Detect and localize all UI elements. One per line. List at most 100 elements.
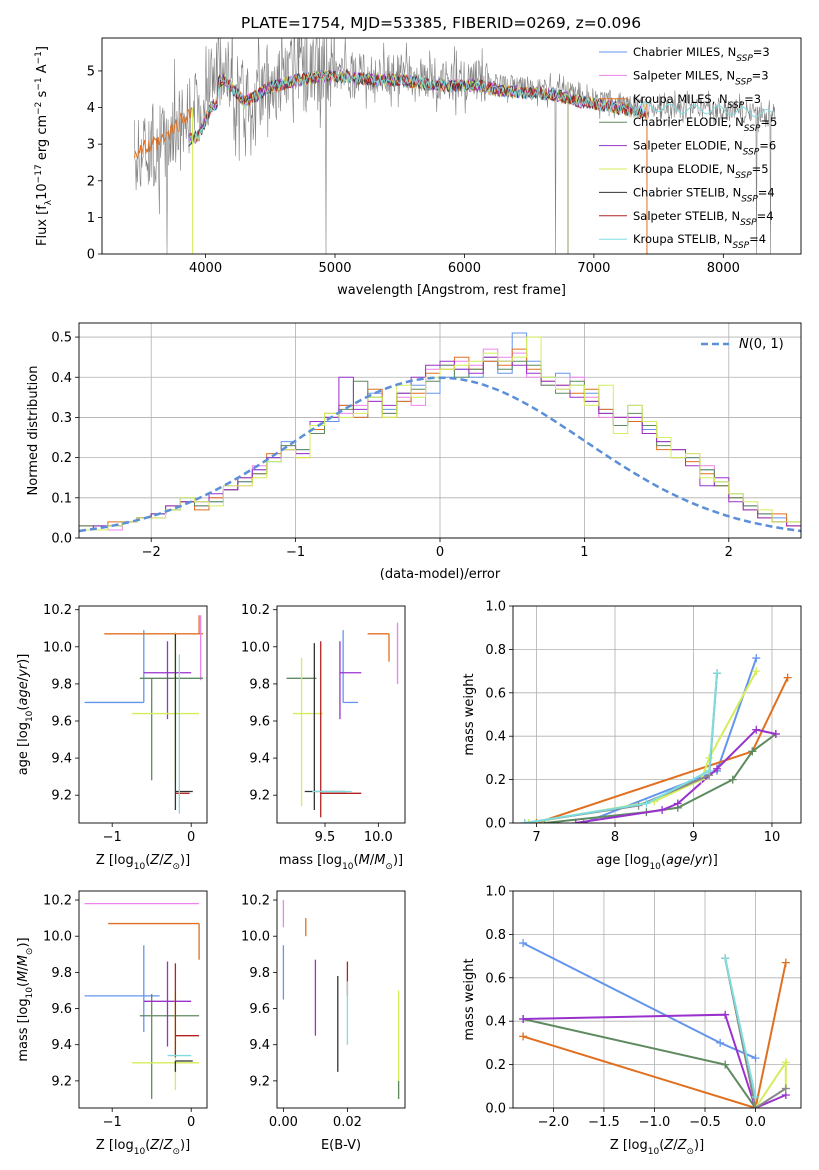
weight-marker xyxy=(751,1054,760,1063)
y-tick-label: 1.0 xyxy=(485,600,506,615)
weight-marker xyxy=(752,725,761,734)
y-tick-label: 9.2 xyxy=(51,1074,72,1089)
x-tick-label: 8 xyxy=(611,830,619,845)
weight-marker xyxy=(524,819,533,823)
x-tick-label: −1 xyxy=(103,1115,122,1130)
weight-marker xyxy=(781,958,790,967)
axes-frame xyxy=(276,890,406,1109)
y-tick-label: 10.2 xyxy=(241,603,270,618)
y-tick-label: 0.5 xyxy=(51,331,72,346)
x-tick-label: 9.5 xyxy=(315,830,336,845)
gaussian-curve xyxy=(79,376,801,533)
z-vs-mass-plot xyxy=(84,903,200,1099)
x-tick-label: 2 xyxy=(725,545,733,560)
x-tick-label: −0.5 xyxy=(689,1115,721,1130)
weight-line xyxy=(524,673,718,823)
weight-marker xyxy=(721,1010,730,1019)
y-axis-label: age [log10(age/yr)] xyxy=(16,654,35,776)
x-tick-label: 0.0 xyxy=(745,1115,766,1130)
weight-marker xyxy=(716,1038,725,1047)
y-tick-label: 9.4 xyxy=(249,752,270,767)
x-tick-label: 5000 xyxy=(318,261,351,276)
legend-label: Salpeter STELIB, NSSP=4 xyxy=(633,209,774,228)
y-tick-label: 9.8 xyxy=(249,677,270,692)
x-axis-label: mass [log10(M/M⊙)] xyxy=(279,853,403,872)
observed-spectrum xyxy=(134,38,776,254)
y-tick-label: 10.0 xyxy=(241,640,270,655)
y-axis-label: Flux [fλ10−17 erg cm−2 s−1 A−1] xyxy=(34,46,54,246)
residuals-plot xyxy=(79,332,801,533)
y-tick-label: 9.8 xyxy=(51,966,72,981)
legend-label: Chabrier MILES, NSSP=3 xyxy=(633,45,770,64)
x-axis-label: Z [log10(Z/Z⊙)] xyxy=(96,853,190,872)
weight-line xyxy=(575,728,777,823)
z-vs-weight-plot xyxy=(519,939,790,1108)
legend-label: Kroupa MILES, NSSP=3 xyxy=(633,92,761,111)
y-tick-label: 9.4 xyxy=(51,1038,72,1053)
weight-marker xyxy=(705,766,714,775)
weight-marker xyxy=(781,1084,790,1093)
weight-line xyxy=(536,677,789,823)
y-tick-label: 9.6 xyxy=(51,714,72,729)
weight-marker xyxy=(642,799,651,808)
axes-frame xyxy=(101,37,802,255)
x-tick-label: −2 xyxy=(142,545,161,560)
y-tick-label: 0.6 xyxy=(485,686,506,701)
y-tick-label: 9.4 xyxy=(51,752,72,767)
x-tick-label: 7000 xyxy=(577,261,610,276)
ebv-vs-mass-plot xyxy=(282,900,400,1099)
z-vs-age-plot xyxy=(84,615,204,814)
y-tick-label: 10.0 xyxy=(43,930,72,945)
weight-marker xyxy=(519,1015,528,1024)
mass-vs-age-plot xyxy=(286,622,399,818)
legend-label: Chabrier STELIB, NSSP=4 xyxy=(633,185,775,204)
y-tick-label: 10.0 xyxy=(241,930,270,945)
y-tick-label: 9.8 xyxy=(249,966,270,981)
age-vs-weight-plot xyxy=(520,654,792,823)
y-tick-label: 9.2 xyxy=(249,789,270,804)
axes-frame xyxy=(78,890,208,1109)
y-tick-label: 0.3 xyxy=(51,411,72,426)
z-vs-age-panel: −1 0 9.2 9.4 9.6 9.8 10.0 10.2 Z [log10(Z/Z⊙)] ag… xyxy=(16,603,208,872)
y-tick-label: 0 xyxy=(87,248,95,263)
y-tick-label: 9.4 xyxy=(249,1038,270,1053)
y-tick-label: 0.4 xyxy=(485,1015,506,1030)
weight-marker xyxy=(751,1093,760,1102)
weight-marker xyxy=(752,667,761,676)
weight-line xyxy=(724,958,757,1098)
y-tick-label: 0.1 xyxy=(51,491,72,506)
x-tick-label: −2.0 xyxy=(538,1115,570,1130)
y-tick-label: 9.6 xyxy=(249,714,270,729)
legend-label: Salpeter ELODIE, NSSP=6 xyxy=(633,139,776,158)
x-tick-label: −1.5 xyxy=(588,1115,620,1130)
x-tick-label: 8000 xyxy=(707,261,740,276)
weight-marker xyxy=(713,764,722,773)
figure-title: PLATE=1754, MJD=53385, FIBERID=0269, z=0… xyxy=(241,14,641,32)
y-tick-label: 9.6 xyxy=(249,1002,270,1017)
y-tick-label: 0.2 xyxy=(51,451,72,466)
y-tick-label: 0.0 xyxy=(485,817,506,832)
x-tick-label: 10.0 xyxy=(364,830,393,845)
weight-line xyxy=(522,962,787,1108)
y-tick-label: 10.2 xyxy=(241,894,270,909)
x-axis-label: (data-model)/error xyxy=(380,567,501,582)
z-vs-mass-panel: −1 0 9.2 9.4 9.6 9.8 10.0 10.2 Z [log10(Z/Z⊙)] ma… xyxy=(16,890,208,1157)
y-tick-label: 9.6 xyxy=(51,1002,72,1017)
ebv-vs-mass-panel: 0.00 0.02 9.2 9.4 9.6 9.8 10.0 10.2 E(B-V) xyxy=(241,890,406,1153)
legend-label: N(0, 1) xyxy=(739,337,784,352)
x-tick-label: −1 xyxy=(286,545,305,560)
age-vs-weight-panel: 7 8 9 10 0.0 0.2 0.4 0.6 0.8 1.0 age [log10(age/yr… xyxy=(462,600,802,872)
y-tick-label: 9.8 xyxy=(51,677,72,692)
weight-marker xyxy=(783,673,792,682)
y-axis-label: mass weight xyxy=(462,958,477,1040)
axes-frame xyxy=(78,605,208,824)
y-tick-label: 0.2 xyxy=(485,773,506,788)
weight-marker xyxy=(752,654,761,663)
x-tick-label: 10 xyxy=(764,830,781,845)
weight-marker xyxy=(658,805,667,814)
model-red-end xyxy=(632,101,773,118)
spectrum-plot xyxy=(133,38,776,254)
weight-marker xyxy=(721,954,730,963)
x-tick-label: −1.0 xyxy=(639,1115,671,1130)
